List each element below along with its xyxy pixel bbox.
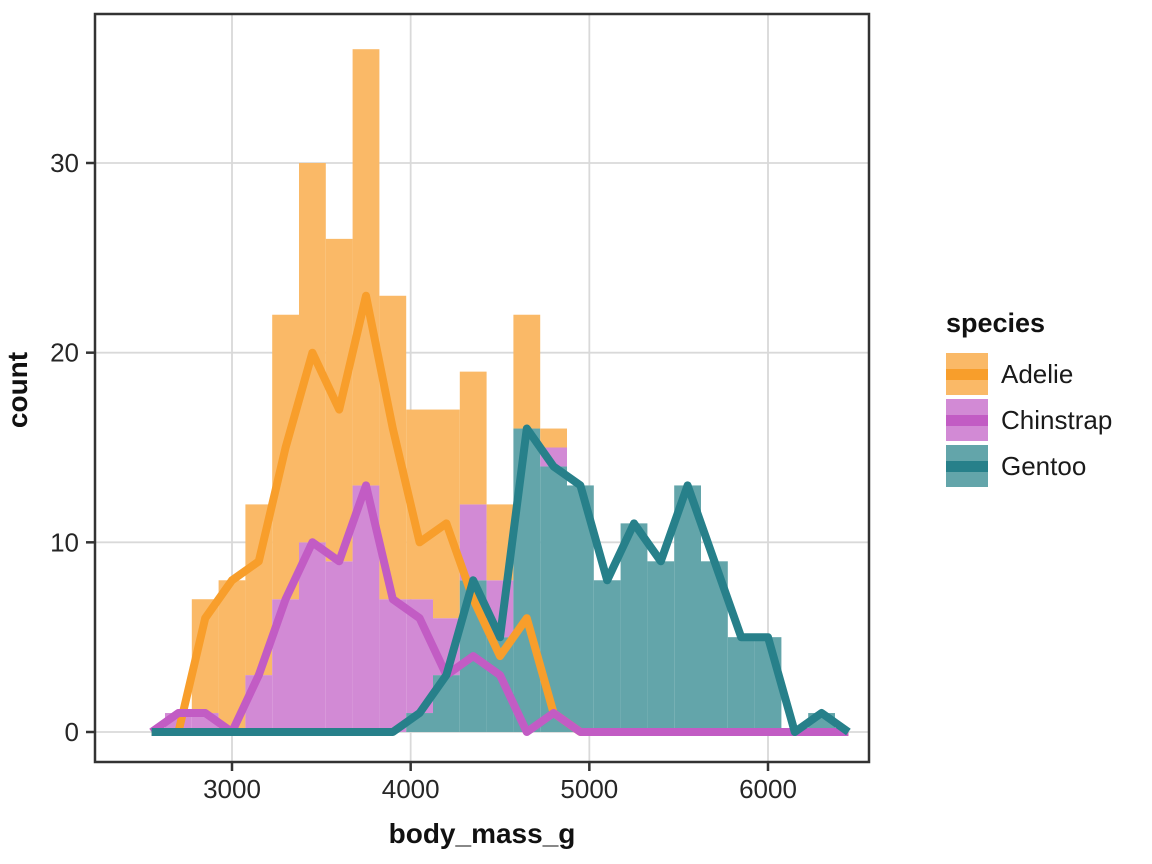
legend: species Adelie Chinstrap Gentoo xyxy=(946,308,1146,491)
axis-ticks-and-labels: 3000 4000 5000 6000 0 10 20 30 xyxy=(50,148,797,804)
legend-label: Adelie xyxy=(1001,358,1074,389)
legend-swatch-chinstrap xyxy=(946,399,988,441)
bar-segment-gentoo xyxy=(727,637,755,732)
y-tick-label: 20 xyxy=(50,338,79,368)
bar-segment-chinstrap xyxy=(245,675,273,732)
legend-item-gentoo: Gentoo xyxy=(946,445,1146,487)
bar-segment-gentoo xyxy=(593,580,621,732)
legend-label: Chinstrap xyxy=(1001,404,1113,435)
y-tick-label: 0 xyxy=(65,717,79,747)
bar-segment-adelie xyxy=(433,409,460,619)
bar-segment-adelie xyxy=(513,314,541,429)
bar-segment-adelie xyxy=(540,428,568,448)
legend-key-line-icon xyxy=(946,460,988,472)
bar-segment-adelie xyxy=(459,371,487,505)
legend-items: Adelie Chinstrap Gentoo xyxy=(946,353,1146,487)
legend-key-line-icon xyxy=(946,414,988,426)
bar-segment-chinstrap xyxy=(299,542,326,732)
legend-swatch-gentoo xyxy=(946,445,988,487)
freqpoly-lines xyxy=(149,291,851,736)
legend-swatch-adelie xyxy=(946,353,988,395)
legend-label: Gentoo xyxy=(1001,450,1087,481)
panel-border xyxy=(93,12,871,764)
y-tick-label: 30 xyxy=(50,148,79,178)
x-tick-label: 4000 xyxy=(382,774,440,804)
bar-segment-gentoo xyxy=(754,637,782,732)
freqpoly-gentoo xyxy=(151,424,851,736)
x-tick-label: 6000 xyxy=(739,774,797,804)
bar-segment-adelie xyxy=(352,49,380,486)
y-axis-title: count xyxy=(2,351,33,429)
bar-segment-gentoo xyxy=(674,485,702,732)
legend-item-adelie: Adelie xyxy=(946,353,1146,395)
x-tick-label: 5000 xyxy=(560,774,618,804)
bar-segment-chinstrap xyxy=(325,561,353,732)
freqpoly-chinstrap xyxy=(149,481,849,736)
legend-title: species xyxy=(946,308,1046,338)
bar-segment-gentoo xyxy=(620,523,648,732)
y-tick-label: 10 xyxy=(50,527,79,557)
bar-segment-chinstrap xyxy=(379,599,407,732)
legend-item-chinstrap: Chinstrap xyxy=(946,399,1146,441)
legend-key-line-icon xyxy=(946,368,988,380)
x-axis-title: body_mass_g xyxy=(388,818,576,849)
bar-segment-gentoo xyxy=(647,561,675,732)
x-tick-label: 3000 xyxy=(203,774,261,804)
